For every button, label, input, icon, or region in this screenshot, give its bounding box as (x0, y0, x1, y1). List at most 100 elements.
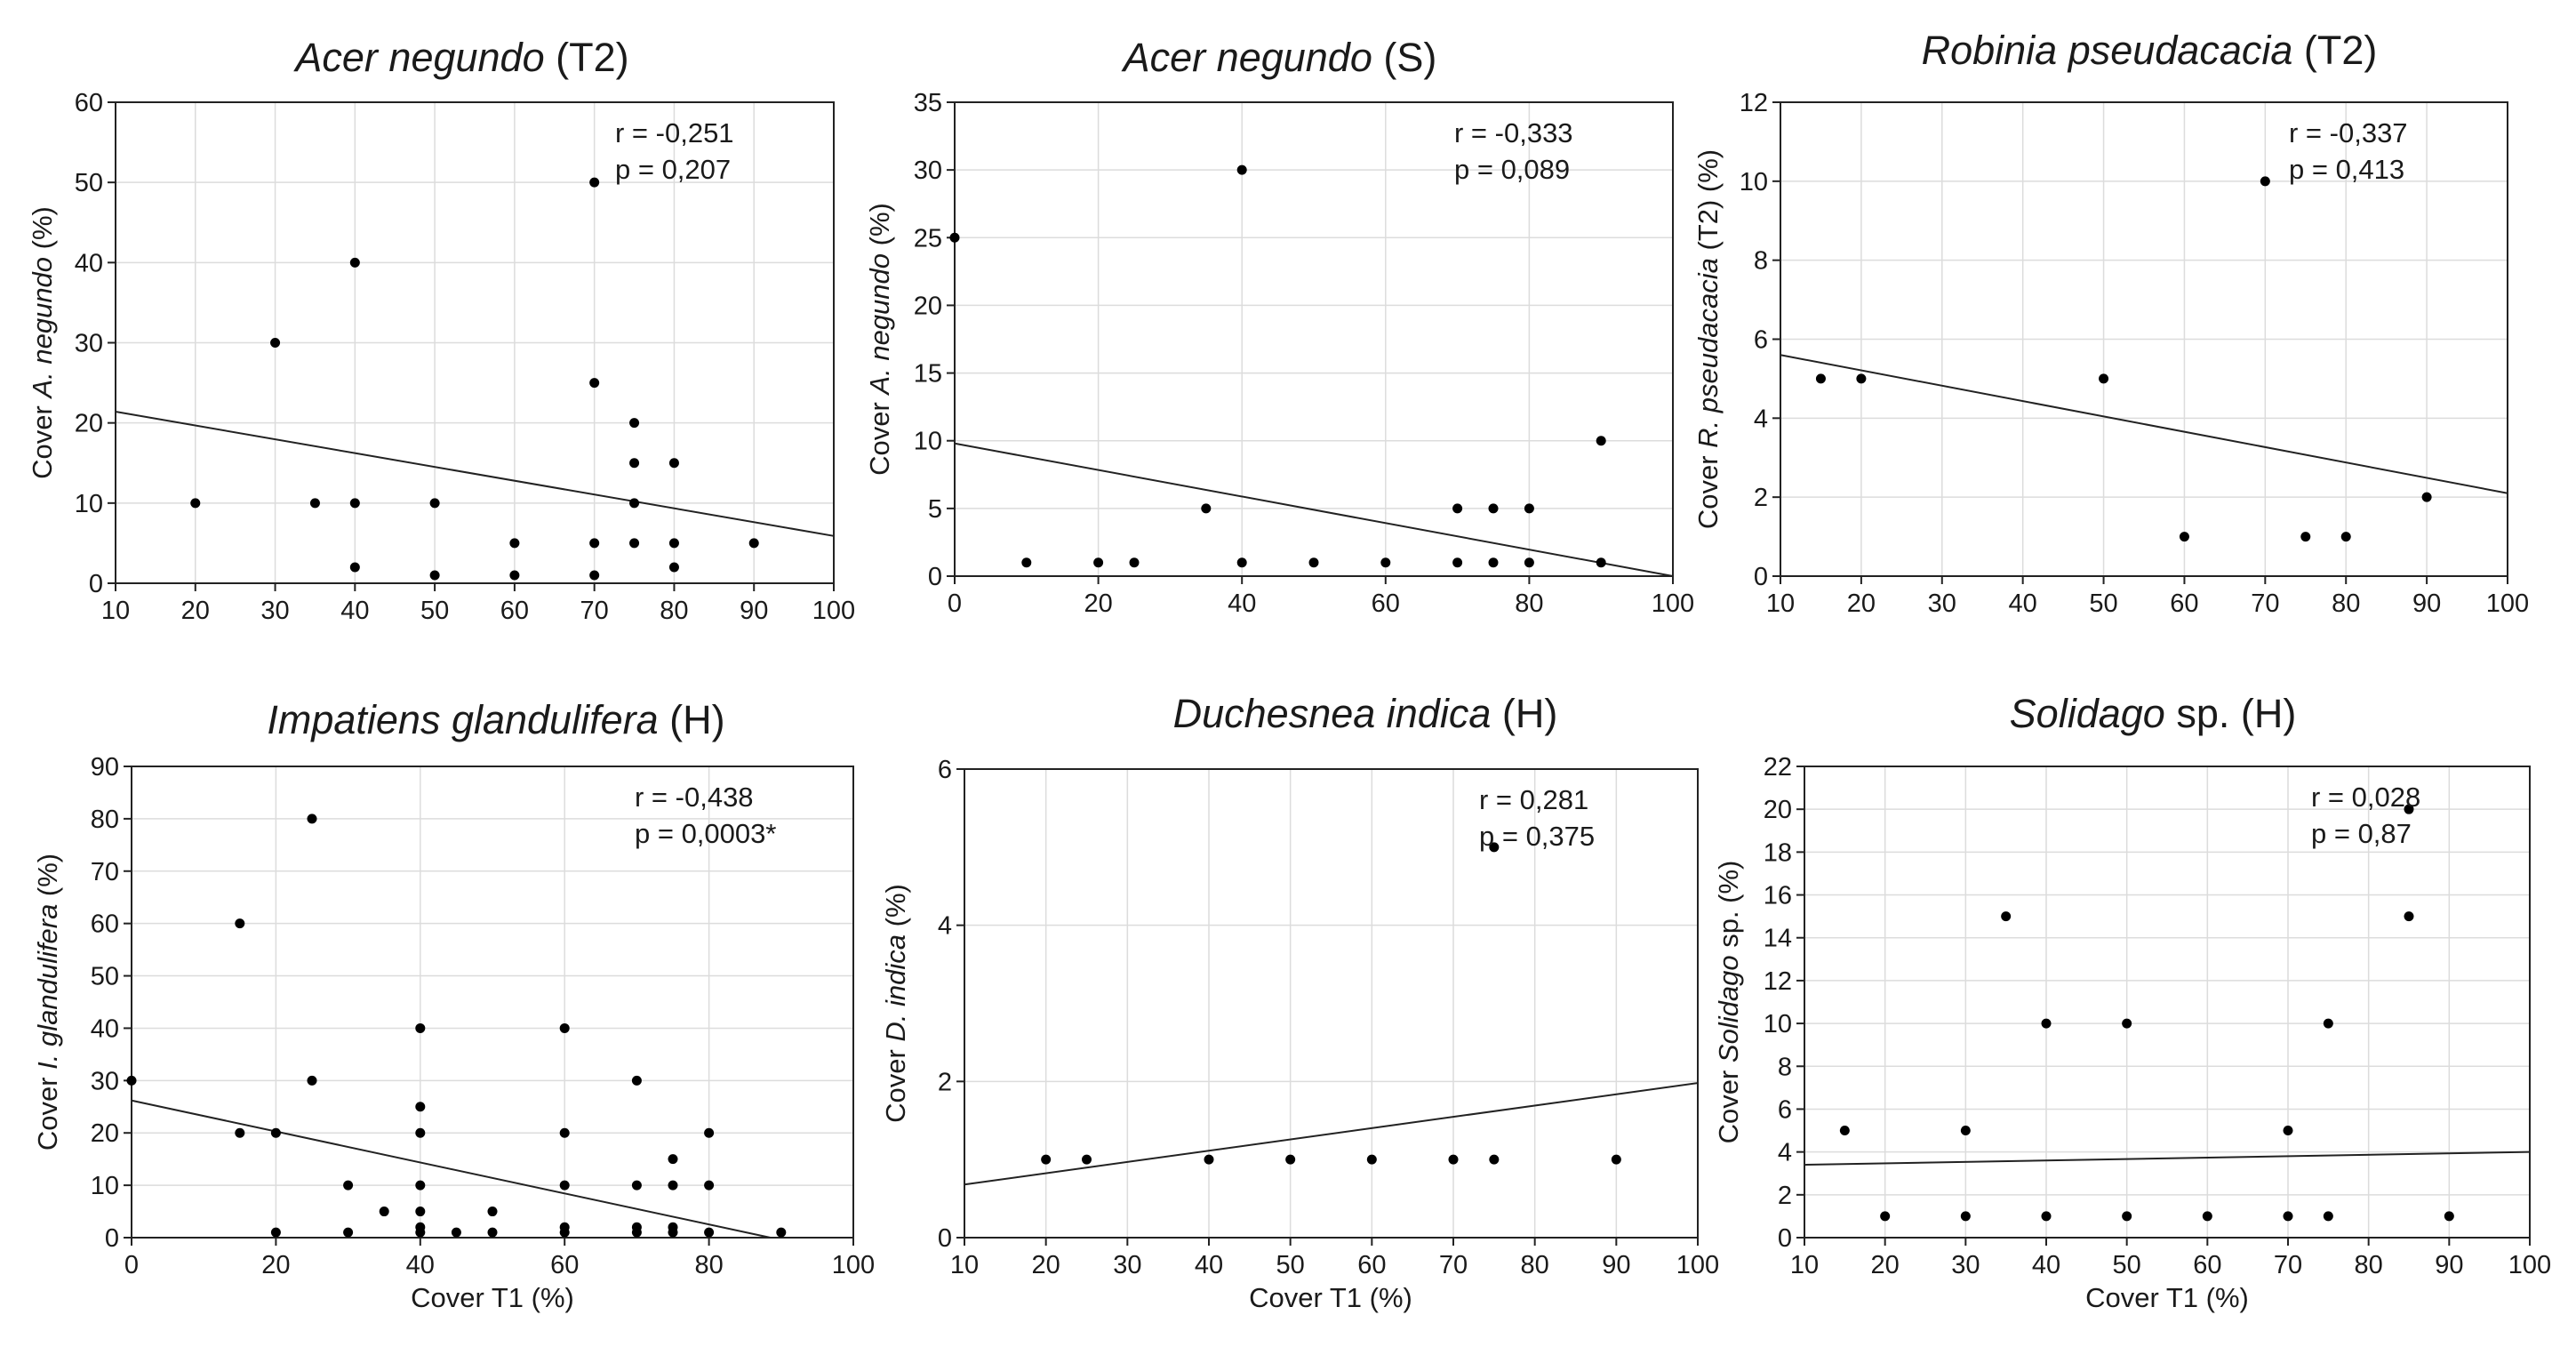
data-point (668, 562, 679, 573)
y-tick-label: 10 (914, 428, 942, 456)
y-tick-label: 15 (914, 360, 942, 389)
y-tick-label: 80 (91, 806, 119, 834)
data-point (415, 1227, 426, 1238)
x-tick-label: 40 (1228, 589, 1256, 618)
data-point (1366, 1154, 1377, 1165)
x-tick-label: 80 (1521, 1251, 1549, 1279)
title-species: Robinia pseudacacia (1922, 28, 2293, 73)
data-point (270, 338, 281, 348)
y-axis-label: Cover I. glandulifera (%) (32, 854, 63, 1151)
x-tick-label: 90 (740, 597, 768, 625)
data-point (487, 1207, 498, 1217)
stat-r: r = -0,251 (615, 117, 734, 148)
plot-frame (1804, 766, 2531, 1239)
data-point (2323, 1211, 2333, 1222)
y-tick-label: 0 (89, 570, 103, 598)
data-point (307, 814, 317, 824)
data-point (509, 570, 520, 581)
x-tick-label: 20 (1871, 1251, 1900, 1279)
data-point (629, 498, 640, 509)
x-tick-label: 40 (340, 597, 369, 625)
y-tick-label: 10 (1764, 1010, 1792, 1038)
data-point (949, 232, 960, 243)
y-tick-label: 10 (75, 490, 103, 518)
x-axis-label: Cover T1 (%) (1249, 1282, 1412, 1313)
data-point (190, 498, 201, 509)
x-tick-label: 70 (580, 597, 609, 625)
data-point (1960, 1211, 1971, 1222)
y-tick-label: 4 (1754, 405, 1768, 433)
data-point (2179, 532, 2189, 542)
x-tick-label: 30 (1951, 1251, 1980, 1279)
y-axis-label: Cover D. indica (%) (880, 884, 911, 1123)
data-point (343, 1180, 354, 1191)
panel-2: 0 20 40 60 80 100 0 5 10 15 20 25 30 35 r = -0,333 p = … (864, 35, 1694, 618)
stat-r: r = 0,028 (2311, 782, 2420, 813)
data-point (509, 538, 520, 549)
data-point (631, 1075, 642, 1086)
data-point (1204, 1154, 1214, 1165)
y-tick-label: 2 (1778, 1182, 1792, 1210)
title-layer: (H) (659, 697, 725, 742)
y-tick-label: 22 (1764, 753, 1792, 782)
data-point (415, 1180, 426, 1191)
y-tick-label: 30 (914, 156, 942, 185)
data-point (270, 1127, 281, 1138)
data-point (2300, 532, 2311, 542)
data-point (1452, 557, 1463, 568)
y-axis-label-italic: R. pseudacacia (1692, 258, 1724, 448)
y-tick-label: 0 (938, 1224, 952, 1253)
data-point (2340, 532, 2351, 542)
x-axis-label: Cover T1 (%) (2085, 1282, 2249, 1313)
data-point (1236, 557, 1247, 568)
x-tick-label: 10 (1790, 1251, 1819, 1279)
data-point (1308, 557, 1319, 568)
data-point (1488, 503, 1499, 514)
y-tick-label: 14 (1764, 925, 1792, 953)
data-point (776, 1227, 787, 1238)
x-tick-label: 20 (1847, 589, 1876, 618)
data-point (1880, 1211, 1891, 1222)
x-tick-label: 0 (948, 589, 962, 618)
data-point (1856, 373, 1867, 384)
y-tick-label: 12 (1740, 89, 1768, 117)
y-axis-label-text: Cover (1713, 1062, 1744, 1143)
title-layer: (H) (1491, 691, 1557, 736)
data-point (1093, 557, 1104, 568)
x-tick-label: 70 (2251, 589, 2279, 618)
x-tick-label: 100 (812, 597, 855, 625)
y-axis-label: Cover Solidago sp. (%) (1713, 861, 1744, 1144)
data-point (415, 1207, 426, 1217)
title-layer: sp. (H) (2165, 691, 2297, 736)
data-point (415, 1102, 426, 1112)
data-point (629, 458, 640, 469)
title-layer: (T2) (545, 35, 629, 80)
y-tick-label: 6 (1778, 1095, 1792, 1124)
data-point (2404, 911, 2414, 922)
y-tick-label: 0 (1778, 1224, 1792, 1253)
x-tick-label: 10 (101, 597, 130, 625)
x-tick-label: 80 (2355, 1251, 2383, 1279)
x-axis-label: Cover T1 (%) (411, 1282, 574, 1313)
stat-p: p = 0,87 (2311, 818, 2412, 849)
data-point (1596, 557, 1606, 568)
y-axis-label: Cover A. negundo (%) (864, 203, 895, 476)
data-point (487, 1227, 498, 1238)
data-point (629, 418, 640, 429)
data-point (589, 378, 600, 389)
y-axis-label-text: (T2) (%) (1692, 149, 1724, 258)
y-tick-label: 10 (1740, 168, 1768, 196)
stat-p: p = 0,089 (1454, 154, 1570, 185)
x-tick-label: 0 (124, 1251, 139, 1279)
x-tick-label: 50 (2113, 1251, 2141, 1279)
x-tick-label: 10 (950, 1251, 979, 1279)
x-tick-label: 100 (832, 1251, 875, 1279)
y-tick-label: 0 (928, 563, 942, 591)
y-axis-label-text: (%) (32, 854, 63, 904)
y-tick-label: 0 (1754, 563, 1768, 591)
y-tick-label: 20 (1764, 796, 1792, 824)
title-layer: (T2) (2292, 28, 2377, 73)
stat-p: p = 0,375 (1479, 821, 1595, 852)
